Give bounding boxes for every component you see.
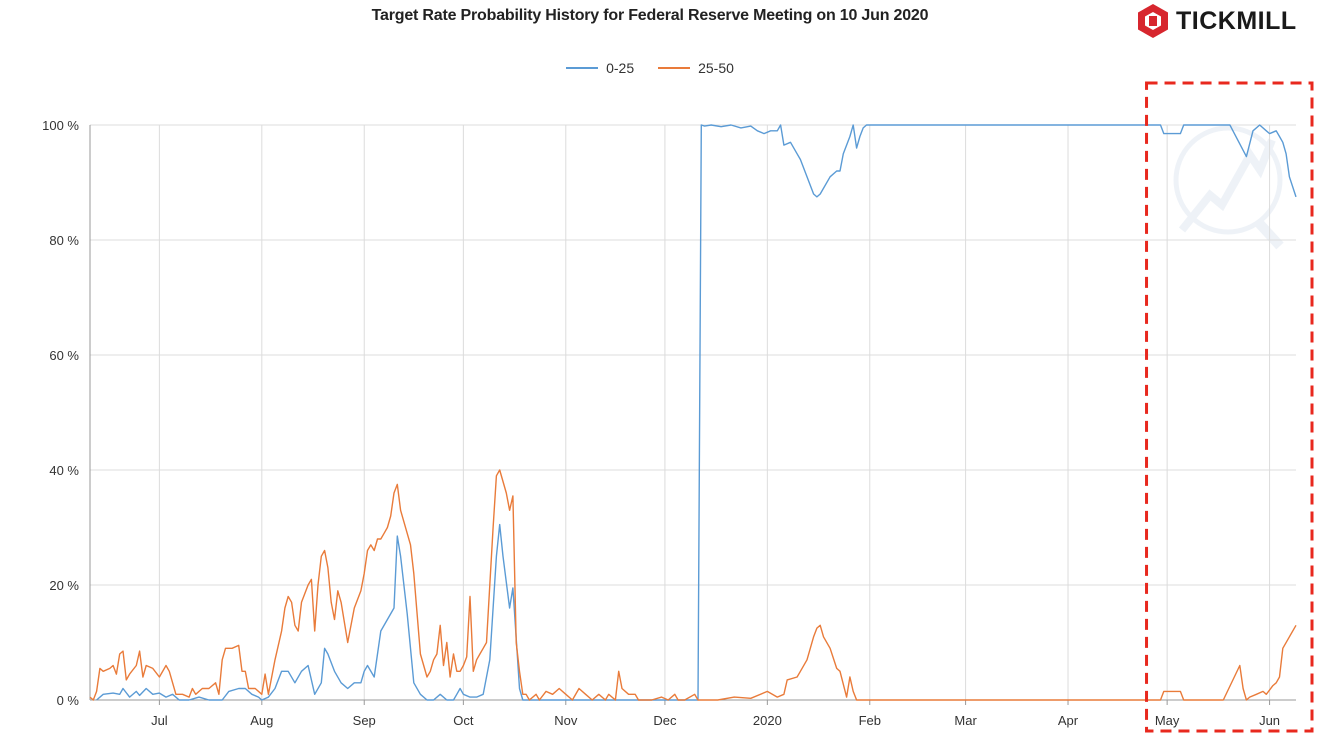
series-line-0-25 (96, 124, 1297, 701)
chart-title: Target Rate Probability History for Fede… (371, 7, 929, 24)
y-tick-label: 100 % (42, 118, 79, 133)
chart-grid (90, 124, 1296, 701)
y-tick-label: 60 % (49, 348, 79, 363)
legend-label-25-50: 25-50 (698, 60, 734, 76)
chart-series (89, 124, 1297, 701)
x-tick-label: Jun (1259, 713, 1280, 728)
y-tick-label: 80 % (49, 233, 79, 248)
x-tick-label: May (1155, 713, 1180, 728)
legend-swatch-25-50 (658, 67, 691, 69)
chart-tick-labels: 0 % 20 % 40 % 60 % 80 % 100 % Jul Aug Sep Oct Nov D… (42, 118, 1280, 728)
y-tick-label: 40 % (49, 463, 79, 478)
x-tick-label: 2020 (753, 713, 782, 728)
legend-label-0-25: 0-25 (606, 60, 635, 76)
y-tick-label: 20 % (49, 578, 79, 593)
x-tick-label: Jul (151, 713, 168, 728)
tickmill-hexagon-icon (1138, 4, 1168, 38)
x-tick-label: Apr (1058, 713, 1079, 728)
legend-item-25-50[interactable]: 25-50 (658, 60, 734, 76)
x-tick-label: Aug (250, 713, 273, 728)
x-tick-label: Mar (954, 713, 977, 728)
x-tick-label: Dec (653, 713, 677, 728)
x-tick-label: Nov (554, 713, 578, 728)
highlight-box (1145, 81, 1314, 733)
legend-swatch-0-25 (566, 67, 599, 69)
legend-item-0-25[interactable]: 0-25 (566, 60, 634, 76)
chart-legend: 0-25 25-50 (0, 60, 1300, 76)
x-tick-label: Sep (353, 713, 376, 728)
brand-logo: TICKMILL (1136, 3, 1297, 39)
watermark-logo (1173, 125, 1284, 250)
chart-axes (89, 125, 1296, 705)
brand-name: TICKMILL (1176, 6, 1297, 35)
series-line-25-50 (89, 469, 1297, 701)
y-tick-label: 0 % (57, 693, 80, 708)
x-tick-label: Oct (453, 713, 474, 728)
x-tick-label: Feb (859, 713, 881, 728)
